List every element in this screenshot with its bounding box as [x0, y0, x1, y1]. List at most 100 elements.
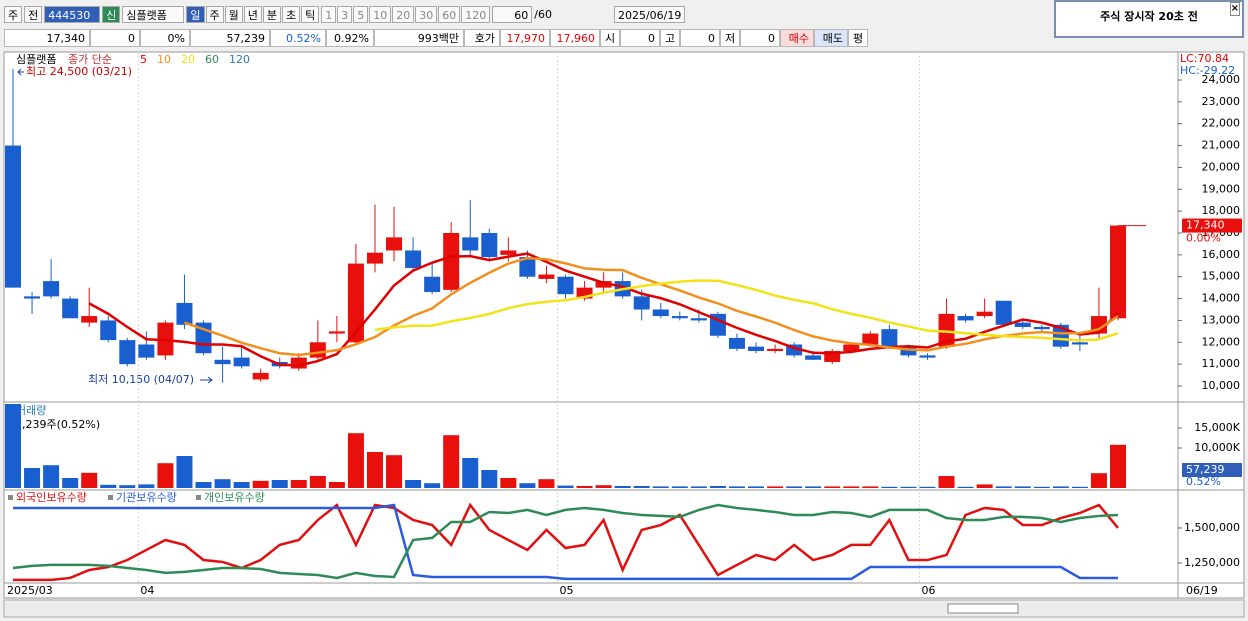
- scrollbar[interactable]: [3, 599, 1245, 618]
- period[interactable]: 월: [224, 6, 243, 23]
- volume-bar: [767, 486, 784, 488]
- ma-period: 60: [205, 53, 219, 66]
- candle-body: [443, 232, 460, 290]
- interval[interactable]: 5: [353, 6, 369, 23]
- candle-body: [728, 337, 745, 349]
- y-tick-label: 24,000: [1202, 73, 1241, 86]
- candle-body: [500, 250, 517, 255]
- period[interactable]: 초: [282, 6, 301, 23]
- volume-bar: [386, 455, 403, 488]
- ma-period: 5: [140, 53, 147, 66]
- period[interactable]: 주: [205, 6, 224, 23]
- x-tick-label: 05: [560, 584, 574, 597]
- volume-bar: [214, 479, 231, 488]
- chart: 심플랫폼 종가 단순 LC:70.84 HC:-29.22 최고 24,500 …: [3, 51, 1245, 618]
- high-note: 최고 24,500 (03/21): [26, 65, 132, 78]
- volume-bar: [500, 478, 517, 488]
- avg[interactable]: 평: [848, 29, 868, 47]
- x-end-label: 06/19: [1186, 584, 1218, 597]
- ma-line: [88, 252, 1119, 367]
- volume-subtitle: 57,239주(0.52%): [8, 418, 100, 431]
- candle-body: [347, 263, 364, 343]
- interval[interactable]: 120: [461, 6, 491, 23]
- interval[interactable]: 60: [438, 6, 461, 23]
- y-tick-label: 11,000: [1202, 357, 1241, 370]
- y-tick-label: 1,250,000: [1184, 556, 1240, 569]
- interval[interactable]: 1: [321, 6, 337, 23]
- y-tick-label: 10,000K: [1194, 441, 1240, 454]
- volume-bar: [995, 486, 1012, 488]
- y-tick-label: 16,000: [1202, 248, 1241, 261]
- interval[interactable]: 3: [337, 6, 353, 23]
- note-arrows: [17, 68, 213, 384]
- volume-bar: [690, 486, 707, 488]
- holding-line: [13, 502, 1119, 582]
- high-label: 고: [660, 29, 680, 47]
- vol-pct: 0.52%: [270, 29, 326, 47]
- candle-body: [862, 333, 879, 345]
- legend-label: 개인보유수량: [204, 491, 265, 504]
- volume-bar: [786, 486, 803, 488]
- volume-bar: [976, 484, 993, 488]
- candle-body: [252, 372, 269, 380]
- candle-body: [1014, 322, 1031, 327]
- volume-bar: [5, 404, 21, 488]
- interval[interactable]: 30: [415, 6, 438, 23]
- hc: HC:-29.22: [1180, 64, 1235, 77]
- last-price: 17,340: [1186, 219, 1225, 232]
- period[interactable]: 일: [186, 6, 205, 23]
- market[interactable]: 주: [4, 6, 23, 23]
- interval[interactable]: 10: [369, 6, 392, 23]
- candle-body: [405, 250, 422, 268]
- open: 0: [620, 29, 660, 47]
- candle-body: [214, 359, 231, 365]
- volume-bar: [805, 486, 822, 488]
- prev[interactable]: 전: [24, 6, 43, 23]
- candle-body: [595, 281, 612, 288]
- zoom-slider[interactable]: [947, 603, 1019, 614]
- low-label: 저: [720, 29, 740, 47]
- tag: 신: [102, 6, 121, 23]
- volume-bar: [100, 484, 117, 488]
- volume-bar: [233, 482, 250, 488]
- code[interactable]: 444530: [44, 6, 101, 23]
- volume-bar: [1014, 486, 1031, 488]
- interval[interactable]: 20: [392, 6, 415, 23]
- y-tick-label: 12,000: [1202, 335, 1241, 348]
- y-tick-label: 21,000: [1202, 139, 1241, 152]
- volume-bar: [938, 476, 955, 488]
- period[interactable]: 년: [243, 6, 262, 23]
- lc: LC:70.84: [1180, 52, 1229, 65]
- low-note: 최저 10,150 (04/07): [88, 373, 194, 386]
- y-tick-label: 19,000: [1202, 182, 1241, 195]
- candle-body: [1071, 342, 1088, 345]
- volume-title: 거래량: [16, 404, 46, 417]
- candle-body: [386, 237, 403, 251]
- buy[interactable]: 매수: [780, 29, 814, 47]
- date[interactable]: 2025/06/19: [613, 6, 686, 23]
- candle-body: [824, 351, 841, 362]
- sell[interactable]: 매도: [814, 29, 848, 47]
- volume-bar: [538, 479, 555, 488]
- volume-bar: [252, 480, 269, 488]
- holding-line: [13, 503, 1118, 581]
- close-button[interactable]: ×: [1229, 2, 1240, 16]
- bid: 17,960: [550, 29, 600, 47]
- change: 0: [90, 29, 140, 47]
- last-change: 0.00%: [1186, 232, 1221, 245]
- count[interactable]: 60: [492, 6, 533, 23]
- candle-body: [5, 145, 21, 288]
- candle-body: [652, 309, 669, 317]
- ma-line: [374, 279, 1119, 342]
- period[interactable]: 틱: [301, 6, 320, 23]
- legend-label: 기관보유수량: [116, 491, 177, 504]
- volume-bar: [881, 486, 898, 488]
- quote-label: 호가: [464, 29, 500, 47]
- volume-bar: [424, 483, 441, 488]
- candle-body: [690, 318, 707, 321]
- y-tick-label: 15,000: [1202, 270, 1241, 283]
- period[interactable]: 분: [262, 6, 281, 23]
- volume-bar: [1052, 486, 1069, 488]
- candle-body: [1033, 326, 1050, 330]
- notice-text: 주식 장시작 20초 전: [1100, 10, 1198, 23]
